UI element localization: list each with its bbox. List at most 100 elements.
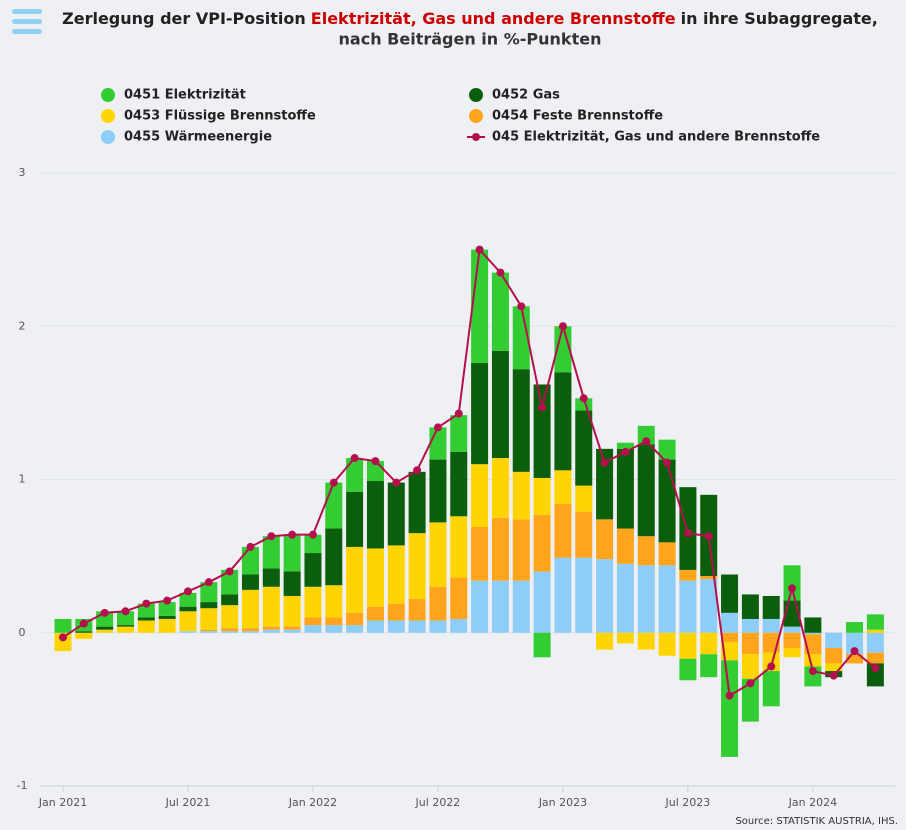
y-tick-label: 2 [19, 319, 26, 332]
bar-segment [471, 580, 489, 633]
line-marker [850, 647, 859, 656]
bar-segment [575, 410, 593, 486]
bar-segment [387, 545, 405, 604]
bar-segment [200, 629, 218, 632]
bar-segment [491, 272, 509, 351]
x-tick-label: Jul 2022 [415, 796, 461, 809]
bar-segment [471, 249, 489, 364]
bar-segment [241, 546, 259, 575]
bar-segment [804, 654, 822, 667]
bar-segment [471, 464, 489, 528]
bar-segment [700, 654, 718, 678]
line-marker [808, 667, 817, 676]
bar-segment [721, 612, 739, 633]
bar-segment [658, 439, 676, 460]
bar-segment [866, 614, 884, 630]
bar-segment [679, 632, 697, 659]
bar-segment [616, 448, 634, 529]
line-marker [163, 596, 172, 605]
legend-marker [469, 109, 483, 123]
legend-marker [101, 109, 115, 123]
line-marker [454, 409, 463, 418]
bar-segment [658, 542, 676, 566]
legend-label: 0452 Gas [492, 88, 560, 103]
bar-segment [179, 592, 197, 607]
bar-segment [846, 632, 864, 655]
bar-segment [283, 534, 301, 572]
bar-segment [221, 605, 239, 629]
legend-label: 0453 Flüssige Brennstoffe [124, 109, 316, 124]
menu-icon[interactable] [12, 9, 42, 34]
bar-segment [575, 398, 593, 411]
bar-segment [741, 618, 759, 633]
bar-segment [325, 625, 343, 633]
bar-segment [137, 617, 155, 621]
line-marker [621, 447, 630, 456]
legend-label: 0454 Feste Brennstoffe [492, 109, 663, 124]
bar-segment [512, 580, 530, 633]
bar-segment [96, 629, 114, 633]
bar-segment [283, 629, 301, 633]
source: Source: STATISTIK AUSTRIA, IHS. [735, 816, 898, 827]
line-marker [829, 671, 838, 680]
bar-segment [54, 632, 72, 652]
y-tick-label: 3 [19, 166, 26, 179]
bar-segment [116, 611, 134, 626]
bar-segment [158, 602, 176, 616]
bar-segment [450, 415, 468, 452]
bar-segment [158, 615, 176, 619]
bar-segment [721, 660, 739, 757]
bar-segment [616, 442, 634, 449]
bar-segment [491, 350, 509, 459]
bar-segment [241, 631, 259, 633]
bar-segment [700, 576, 718, 580]
line-marker [392, 478, 401, 487]
line-marker [600, 458, 609, 467]
x-tick-label: Jul 2021 [165, 796, 211, 809]
y-tick-label: -1 [17, 779, 28, 792]
bar-segment [533, 384, 551, 478]
bar-segment [533, 477, 551, 515]
bar-segment [346, 546, 364, 613]
line-marker [746, 679, 755, 688]
bar-segment [54, 618, 72, 633]
bar-segment [96, 626, 114, 630]
bar-segment [637, 425, 655, 445]
bar-segment [325, 585, 343, 618]
line-marker [183, 587, 192, 596]
bar-segment [304, 625, 322, 633]
legend-label: 0455 Wärmeenergie [124, 130, 272, 145]
line-marker [704, 532, 713, 541]
bar-segment [429, 427, 447, 460]
line-marker [288, 530, 297, 539]
bar-segment [658, 459, 676, 543]
bar-segment [221, 628, 239, 632]
bar-segment [179, 611, 197, 632]
bar-segment [221, 594, 239, 606]
bar-segment [846, 622, 864, 633]
bar-segment [387, 603, 405, 621]
line-marker [59, 633, 67, 642]
bar-segment [658, 565, 676, 633]
bar-segment [450, 451, 468, 517]
line-marker [496, 268, 505, 277]
bar-segment [762, 671, 780, 707]
bar-segment [137, 620, 155, 633]
bar-segment [346, 491, 364, 547]
line-marker [538, 403, 547, 412]
bar-segment [679, 580, 697, 633]
line-marker [225, 567, 234, 576]
bar-segment [200, 602, 218, 609]
bar-segment [116, 626, 134, 633]
bar-segment [304, 617, 322, 626]
bar-segment [637, 444, 655, 537]
bar-segment [429, 620, 447, 633]
bar-segment [783, 648, 801, 658]
bar-segment [304, 534, 322, 554]
line-marker [329, 478, 338, 487]
bar-segment [804, 634, 822, 655]
bar-segment [262, 586, 280, 627]
bar-segment [491, 517, 509, 581]
bar-segment [325, 482, 343, 529]
